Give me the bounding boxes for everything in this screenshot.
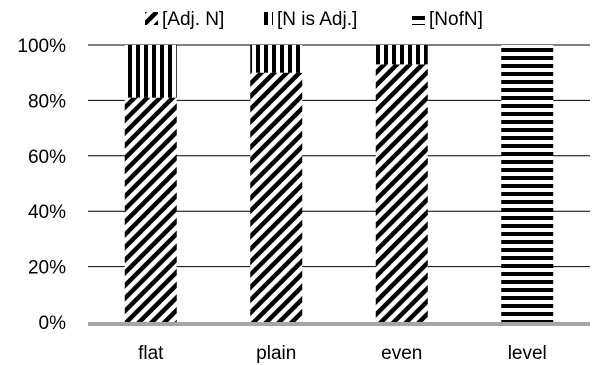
- chart-legend: [Adj. N] [N is Adj.] [NofN]: [145, 9, 483, 30]
- baseline-axis: [88, 322, 590, 326]
- bar-flat-series-0: [124, 97, 177, 322]
- bar-level-series-2: [501, 45, 554, 322]
- legend-swatch-1: [260, 12, 273, 25]
- y-tick-label: 60%: [28, 147, 66, 168]
- x-tick-label-plain: plain: [256, 343, 296, 364]
- legend-label-2: [NofN]: [429, 9, 483, 30]
- x-tick-label-flat: flat: [138, 343, 164, 364]
- legend-swatch-0: [145, 12, 158, 25]
- bars: [124, 45, 554, 322]
- bar-plain-series-0: [250, 72, 303, 322]
- x-axis-baseline: [88, 322, 590, 326]
- x-tick-label-even: even: [381, 343, 422, 364]
- bar-even-series-1: [375, 45, 428, 65]
- y-tick-label: 0%: [39, 313, 67, 334]
- legend-label-1: [N is Adj.]: [277, 9, 357, 30]
- x-axis: flat plain even level: [138, 343, 547, 364]
- y-axis: 0% 20% 40% 60% 80% 100%: [17, 36, 66, 334]
- bar-flat-series-1: [124, 45, 177, 98]
- y-tick-label: 80%: [28, 91, 66, 112]
- x-tick-label-level: level: [508, 343, 547, 364]
- y-tick-label: 100%: [17, 36, 66, 57]
- legend-label-0: [Adj. N]: [162, 9, 224, 30]
- y-tick-label: 20%: [28, 258, 66, 279]
- bar-plain-series-1: [250, 45, 303, 73]
- y-tick-label: 40%: [28, 202, 66, 223]
- legend-swatch-2: [412, 12, 425, 25]
- bar-even-series-0: [375, 64, 428, 322]
